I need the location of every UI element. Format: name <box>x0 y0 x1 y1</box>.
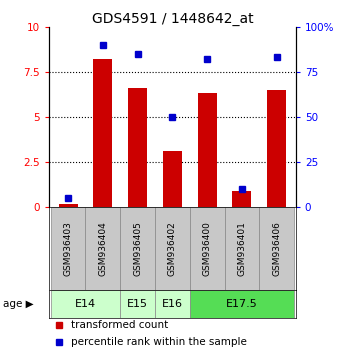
Bar <box>120 207 155 290</box>
Text: E14: E14 <box>75 299 96 309</box>
Bar <box>259 207 294 290</box>
Text: transformed count: transformed count <box>71 320 168 331</box>
Bar <box>86 207 120 290</box>
Text: GSM936406: GSM936406 <box>272 221 281 276</box>
Bar <box>58 204 78 207</box>
Bar <box>51 207 86 290</box>
Text: E15: E15 <box>127 299 148 309</box>
Bar <box>224 207 259 290</box>
Text: percentile rank within the sample: percentile rank within the sample <box>71 337 247 348</box>
Text: GSM936402: GSM936402 <box>168 221 177 276</box>
Text: age ▶: age ▶ <box>3 299 34 309</box>
Bar <box>128 88 147 207</box>
Bar <box>120 290 155 319</box>
Text: GSM936404: GSM936404 <box>98 221 107 276</box>
Text: GSM936400: GSM936400 <box>203 221 212 276</box>
Bar <box>190 207 224 290</box>
Bar <box>190 290 294 319</box>
Text: GSM936405: GSM936405 <box>133 221 142 276</box>
Bar <box>93 59 113 207</box>
Text: GSM936401: GSM936401 <box>237 221 246 276</box>
Bar <box>198 93 217 207</box>
Title: GDS4591 / 1448642_at: GDS4591 / 1448642_at <box>92 12 253 25</box>
Bar <box>155 290 190 319</box>
Bar <box>155 207 190 290</box>
Bar <box>267 90 286 207</box>
Text: E16: E16 <box>162 299 183 309</box>
Bar <box>51 290 120 319</box>
Bar <box>163 151 182 207</box>
Text: E17.5: E17.5 <box>226 299 258 309</box>
Text: GSM936403: GSM936403 <box>64 221 73 276</box>
Bar <box>232 191 251 207</box>
